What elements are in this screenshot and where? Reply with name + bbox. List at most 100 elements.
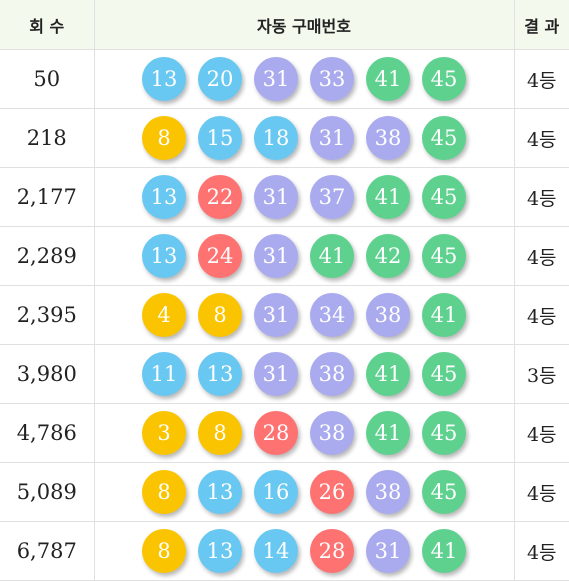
lotto-ball: 41: [366, 57, 410, 101]
lotto-ball: 31: [254, 234, 298, 278]
numbers-cell: 11 13 31 38 41 45: [93, 344, 515, 404]
numbers-cell: 8 13 16 26 38 45: [93, 462, 515, 522]
result-rank: 4등: [513, 285, 569, 345]
table-row: 6,787 8 13 14 28 31 41 4등: [0, 521, 569, 581]
lotto-ball: 41: [422, 529, 466, 573]
numbers-cell: 4 8 31 34 38 41: [93, 285, 515, 345]
lotto-ball: 22: [198, 175, 242, 219]
result-rank: 4등: [513, 167, 569, 227]
table-row: 2,289 13 24 31 41 42 45 4등: [0, 226, 569, 286]
lotto-ball: 28: [310, 529, 354, 573]
round-number: 218: [0, 108, 95, 168]
round-number: 2,395: [0, 285, 95, 345]
lotto-ball: 8: [142, 116, 186, 160]
lotto-ball: 41: [422, 293, 466, 337]
lotto-ball: 38: [366, 470, 410, 514]
numbers-cell: 13 20 31 33 41 45: [93, 49, 515, 109]
lotto-ball: 45: [422, 234, 466, 278]
lotto-ball: 45: [422, 175, 466, 219]
lotto-ball: 37: [310, 175, 354, 219]
lotto-ball: 13: [198, 352, 242, 396]
lotto-ball: 8: [198, 411, 242, 455]
table-row: 2,177 13 22 31 37 41 45 4등: [0, 167, 569, 227]
header-row: 회 수 자동 구매번호 결 과: [0, 0, 569, 50]
round-number: 2,289: [0, 226, 95, 286]
lotto-ball: 31: [310, 116, 354, 160]
header-numbers: 자동 구매번호: [93, 0, 515, 50]
lotto-ball: 8: [142, 470, 186, 514]
lotto-ball: 16: [254, 470, 298, 514]
result-rank: 4등: [513, 521, 569, 581]
lotto-ball: 28: [254, 411, 298, 455]
table-row: 50 13 20 31 33 41 45 4등: [0, 49, 569, 109]
lotto-ball: 38: [366, 116, 410, 160]
table-row: 5,089 8 13 16 26 38 45 4등: [0, 462, 569, 522]
lotto-ball: 15: [198, 116, 242, 160]
lotto-ball: 45: [422, 57, 466, 101]
lotto-ball: 45: [422, 352, 466, 396]
result-rank: 4등: [513, 462, 569, 522]
ball-group: 8 15 18 31 38 45: [95, 116, 514, 160]
result-rank: 4등: [513, 49, 569, 109]
result-rank: 3등: [513, 344, 569, 404]
lotto-ball: 31: [254, 293, 298, 337]
lotto-ball: 41: [366, 411, 410, 455]
ball-group: 4 8 31 34 38 41: [95, 293, 514, 337]
lotto-ball: 31: [254, 57, 298, 101]
table-row: 218 8 15 18 31 38 45 4등: [0, 108, 569, 168]
lotto-ball: 42: [366, 234, 410, 278]
lotto-ball: 13: [142, 175, 186, 219]
lotto-ball: 38: [310, 352, 354, 396]
header-round: 회 수: [0, 0, 95, 50]
table-row: 4,786 3 8 28 38 41 45 4등: [0, 403, 569, 463]
round-number: 6,787: [0, 521, 95, 581]
lotto-ball: 41: [366, 175, 410, 219]
result-rank: 4등: [513, 403, 569, 463]
ball-group: 13 20 31 33 41 45: [95, 57, 514, 101]
numbers-cell: 8 15 18 31 38 45: [93, 108, 515, 168]
round-number: 2,177: [0, 167, 95, 227]
numbers-cell: 8 13 14 28 31 41: [93, 521, 515, 581]
ball-group: 8 13 16 26 38 45: [95, 470, 514, 514]
lotto-ball: 4: [142, 293, 186, 337]
numbers-cell: 13 22 31 37 41 45: [93, 167, 515, 227]
lotto-ball: 13: [142, 57, 186, 101]
lotto-ball: 38: [310, 411, 354, 455]
ball-group: 13 24 31 41 42 45: [95, 234, 514, 278]
lotto-ball: 31: [254, 175, 298, 219]
lotto-ball: 8: [142, 529, 186, 573]
lotto-ball: 24: [198, 234, 242, 278]
result-rank: 4등: [513, 108, 569, 168]
lotto-ball: 13: [142, 234, 186, 278]
ball-group: 3 8 28 38 41 45: [95, 411, 514, 455]
lotto-ball: 41: [310, 234, 354, 278]
numbers-cell: 13 24 31 41 42 45: [93, 226, 515, 286]
lotto-ball: 13: [198, 529, 242, 573]
ball-group: 11 13 31 38 41 45: [95, 352, 514, 396]
lotto-ball: 20: [198, 57, 242, 101]
round-number: 5,089: [0, 462, 95, 522]
lotto-ball: 33: [310, 57, 354, 101]
lotto-ball: 8: [198, 293, 242, 337]
lotto-ball: 45: [422, 116, 466, 160]
lotto-ball: 3: [142, 411, 186, 455]
lotto-ball: 45: [422, 411, 466, 455]
round-number: 4,786: [0, 403, 95, 463]
round-number: 50: [0, 49, 95, 109]
table-row: 3,980 11 13 31 38 41 45 3등: [0, 344, 569, 404]
lotto-ball: 45: [422, 470, 466, 514]
header-result: 결 과: [513, 0, 569, 50]
lotto-ball: 26: [310, 470, 354, 514]
result-rank: 4등: [513, 226, 569, 286]
ball-group: 13 22 31 37 41 45: [95, 175, 514, 219]
lotto-ball: 31: [366, 529, 410, 573]
round-number: 3,980: [0, 344, 95, 404]
lotto-ball: 14: [254, 529, 298, 573]
lotto-ball: 34: [310, 293, 354, 337]
numbers-cell: 3 8 28 38 41 45: [93, 403, 515, 463]
ball-group: 8 13 14 28 31 41: [95, 529, 514, 573]
lotto-ball: 18: [254, 116, 298, 160]
lotto-ball: 31: [254, 352, 298, 396]
lotto-ball: 11: [142, 352, 186, 396]
